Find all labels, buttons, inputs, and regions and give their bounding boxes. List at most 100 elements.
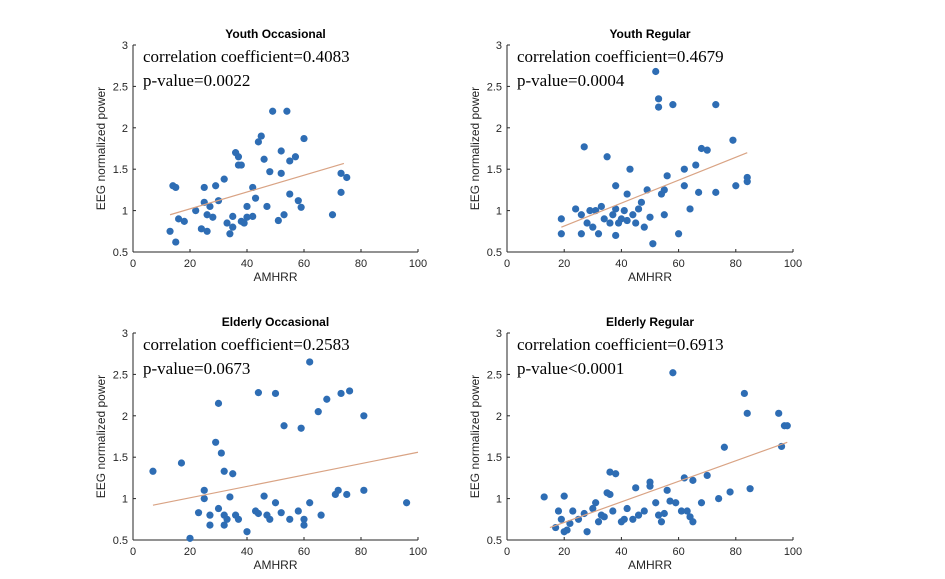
data-point — [712, 188, 720, 196]
x-tick-label: 60 — [672, 258, 684, 270]
x-axis-label: AMHRR — [254, 558, 298, 572]
correlation-annotation: correlation coefficient=0.4083 — [143, 47, 350, 66]
data-point — [203, 211, 211, 219]
scatter-panel: 0 20 40 60 80 100 0.5 1 1.5 2 2.5 3 Elderly Occasion… — [94, 315, 427, 572]
data-point — [323, 395, 331, 403]
data-point — [715, 495, 723, 503]
data-point — [652, 67, 660, 76]
data-point — [783, 422, 791, 430]
data-point — [603, 153, 611, 161]
data-point — [283, 107, 291, 115]
p-value-annotation: p-value<0.0001 — [517, 359, 624, 378]
y-tick-label: 2 — [496, 123, 502, 135]
data-point — [649, 240, 657, 248]
data-point — [540, 493, 548, 501]
x-tick-label: 60 — [672, 546, 684, 558]
data-point — [243, 213, 251, 221]
data-point — [652, 499, 660, 507]
y-tick-label: 1.5 — [113, 452, 128, 464]
x-tick-label: 20 — [184, 546, 196, 558]
data-point — [166, 227, 174, 235]
data-point — [580, 143, 588, 151]
data-point — [254, 509, 262, 518]
data-point — [223, 219, 231, 227]
data-point — [266, 168, 274, 176]
correlation-annotation: correlation coefficient=0.6913 — [517, 335, 724, 354]
data-point — [626, 165, 634, 173]
data-point — [600, 513, 608, 521]
data-point — [328, 211, 337, 219]
data-point — [300, 134, 308, 143]
x-axis-label: AMHRR — [628, 270, 672, 284]
data-point — [697, 144, 706, 153]
data-point — [286, 190, 294, 198]
x-axis-label: AMHRR — [628, 558, 672, 572]
data-point — [726, 488, 734, 496]
x-axis-label: AMHRR — [254, 270, 298, 284]
data-point — [689, 476, 697, 484]
x-tick-label: 0 — [130, 546, 136, 558]
data-point — [249, 212, 257, 220]
y-axis-label: EEG normalized power — [94, 375, 108, 498]
scatter-panel: 0 20 40 60 80 100 0.5 1 1.5 2 2.5 3 Youth Occasional… — [94, 27, 427, 284]
data-point — [180, 217, 188, 225]
data-point — [251, 194, 260, 202]
data-point — [617, 215, 626, 223]
data-point — [712, 101, 720, 109]
data-point — [403, 499, 411, 507]
y-tick-label: 3 — [122, 328, 128, 340]
data-point — [149, 467, 157, 475]
x-tick-label: 100 — [409, 258, 427, 270]
data-point — [629, 515, 637, 523]
data-point — [634, 205, 643, 213]
data-point — [343, 173, 351, 182]
data-point — [186, 534, 194, 542]
data-point — [606, 468, 614, 476]
x-tick-label: 0 — [130, 258, 136, 270]
data-point — [632, 484, 640, 492]
data-point — [314, 408, 322, 416]
data-point — [743, 409, 751, 417]
data-point — [634, 511, 643, 519]
data-point — [589, 504, 597, 513]
data-point — [692, 161, 700, 169]
data-point — [672, 499, 680, 507]
data-point — [654, 103, 663, 111]
p-value-annotation: p-value=0.0004 — [517, 71, 625, 90]
data-point — [663, 172, 671, 180]
data-point — [612, 205, 620, 213]
data-point — [600, 215, 608, 223]
x-tick-label: 80 — [730, 258, 742, 270]
data-point — [297, 203, 305, 211]
panel-title: Elderly Occasional — [222, 315, 329, 329]
data-point — [623, 216, 631, 225]
y-tick-label: 1.5 — [487, 164, 502, 176]
regression-line — [152, 451, 419, 506]
data-point — [646, 213, 654, 221]
x-tick-label: 60 — [298, 546, 310, 558]
y-tick-label: 2.5 — [487, 81, 502, 93]
data-point — [695, 188, 703, 196]
data-point — [632, 219, 640, 227]
data-point — [200, 495, 208, 503]
data-point — [629, 211, 637, 219]
data-point — [217, 449, 225, 457]
data-point — [583, 528, 591, 536]
data-point — [703, 146, 711, 154]
data-point — [557, 230, 565, 238]
y-tick-label: 2.5 — [113, 369, 128, 381]
data-point — [212, 438, 220, 446]
data-point — [203, 227, 211, 235]
y-tick-label: 3 — [122, 40, 128, 52]
regression-line — [561, 152, 748, 228]
data-point — [680, 165, 688, 173]
data-point — [263, 202, 271, 211]
data-point — [254, 138, 262, 146]
data-point — [746, 485, 754, 493]
data-point — [343, 490, 351, 499]
x-tick-label: 20 — [558, 546, 570, 558]
data-point — [669, 101, 677, 109]
y-tick-label: 0.5 — [113, 247, 128, 259]
x-tick-label: 100 — [409, 546, 427, 558]
